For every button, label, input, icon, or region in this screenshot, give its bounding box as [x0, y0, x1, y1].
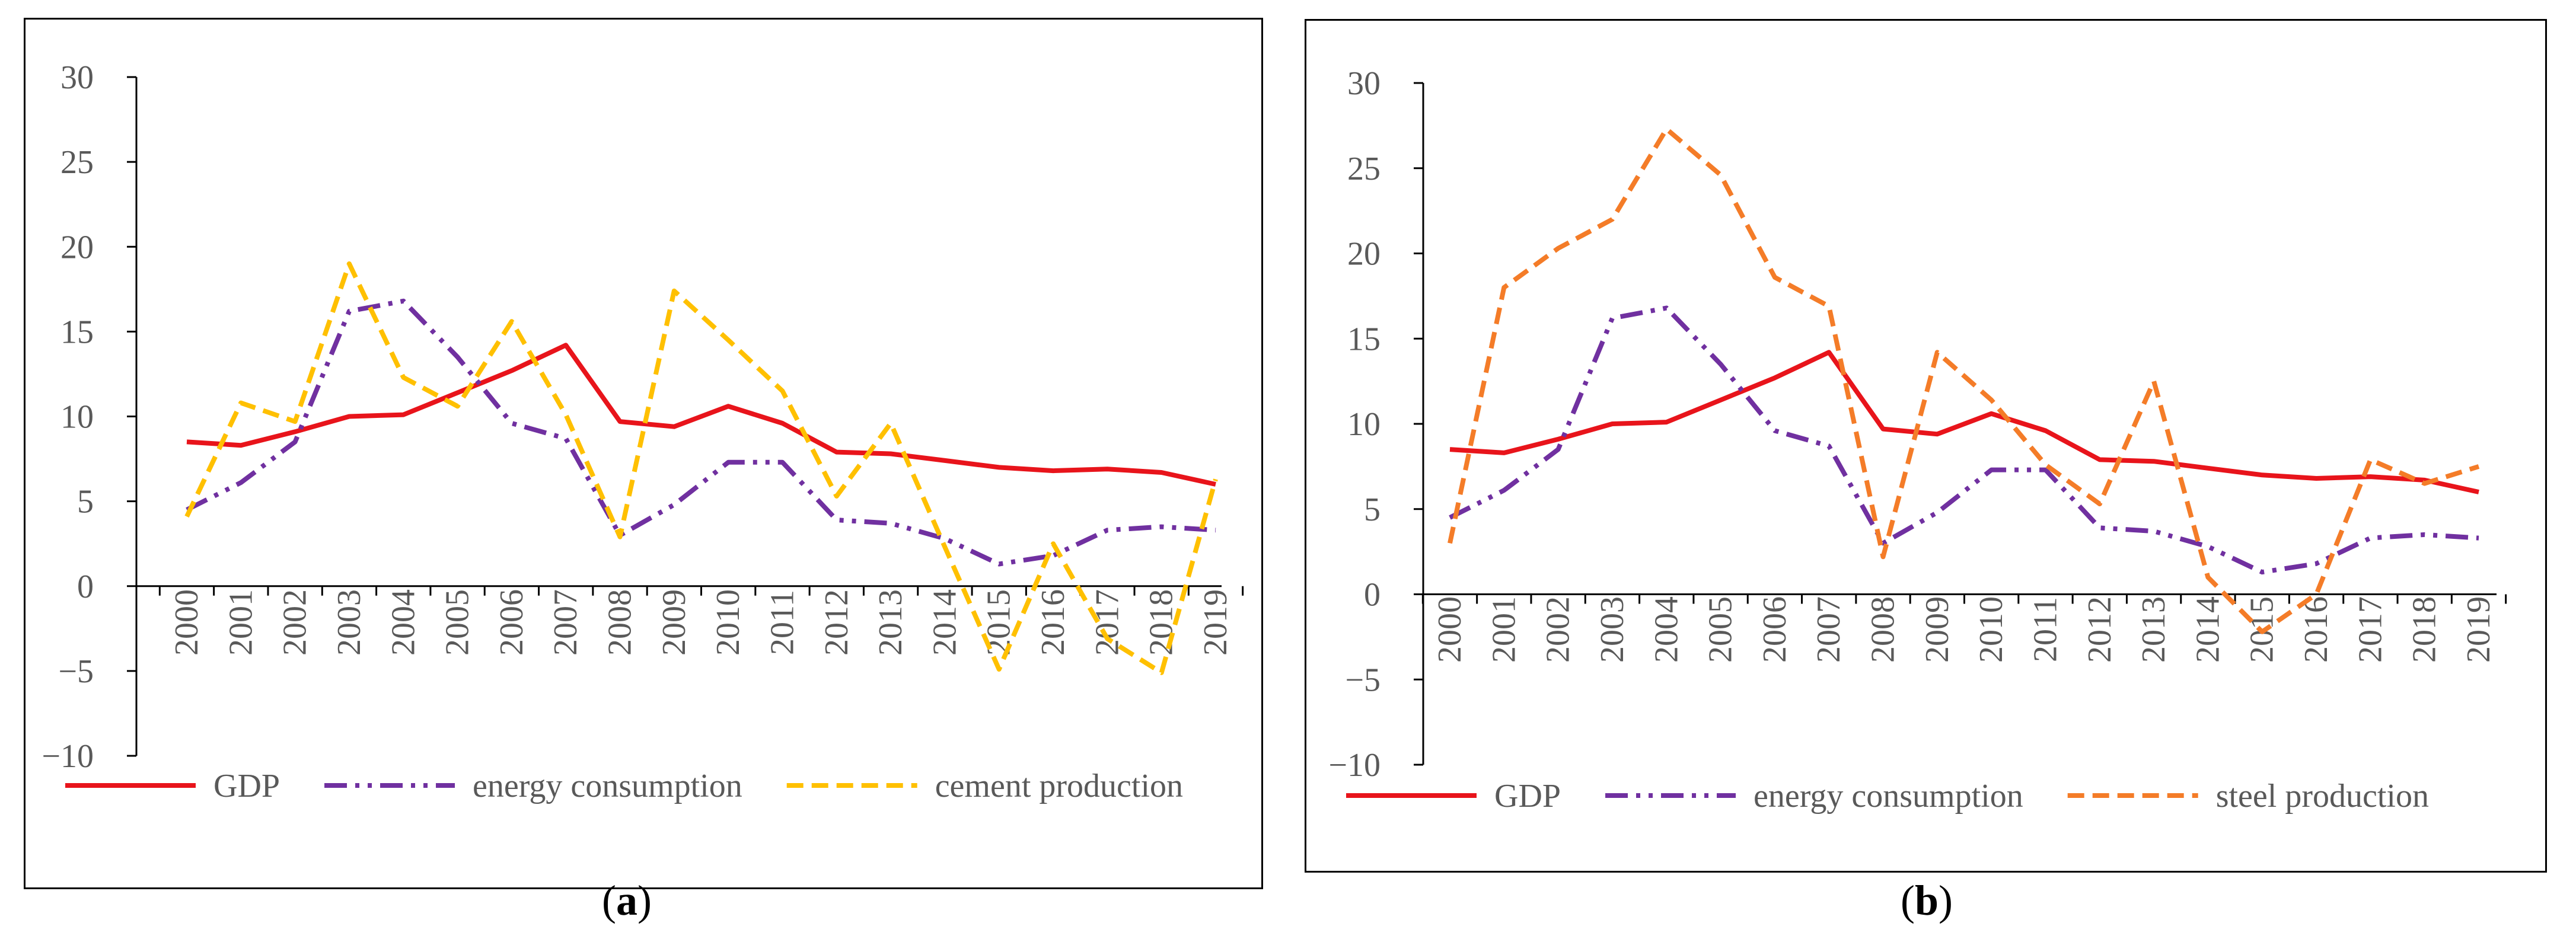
- legend-item: steel production: [2067, 778, 2429, 815]
- y-tick-label: 20: [60, 229, 94, 266]
- x-tick-label: 2016: [1035, 589, 1072, 656]
- x-tick-label: 2010: [710, 589, 747, 656]
- caption-a: (a): [602, 877, 652, 924]
- x-tick-label: 2018: [2406, 596, 2443, 663]
- series-line-gdp: [186, 343, 1216, 487]
- legend: GDP energy consumption steel production: [1346, 778, 2429, 815]
- series-line-steel-production: [1448, 126, 2480, 634]
- legend-item: energy consumption: [324, 768, 742, 804]
- legend-label: energy consumption: [1754, 778, 2023, 815]
- y-tick-label: −10: [1328, 747, 1381, 784]
- x-tick-label: 2001: [1485, 596, 1522, 663]
- x-tick-label: 2014: [2189, 596, 2226, 663]
- x-tick-label: 2007: [1810, 596, 1847, 663]
- x-tick-label: 2002: [1540, 596, 1577, 663]
- x-tick-label: 2001: [222, 589, 259, 656]
- legend-label: cement production: [935, 768, 1183, 804]
- y-tick-label: 25: [1347, 151, 1381, 187]
- x-tick-label: 2004: [1648, 596, 1685, 663]
- x-tick-label: 2017: [2352, 596, 2389, 663]
- legend-label: GDP: [213, 768, 280, 804]
- legend-label: energy consumption: [473, 768, 742, 804]
- x-tick-label: 2004: [385, 589, 422, 656]
- y-tick-label: 10: [1347, 406, 1381, 443]
- chart-panel-a: 30 25 20 15 10 5 0 −5 −10 2000 2001 2002 2003 2004 200…: [24, 18, 1263, 889]
- legend-item: energy consumption: [1605, 778, 2023, 815]
- legend-item: cement production: [786, 768, 1183, 804]
- x-tick-label: 2006: [493, 589, 530, 656]
- x-tick-label: 2005: [439, 589, 476, 656]
- y-tick-label: 25: [60, 144, 94, 181]
- legend-label: GDP: [1494, 778, 1561, 815]
- x-tick-label: 2011: [2027, 597, 2064, 662]
- chart-frame: [24, 18, 1263, 889]
- chart-panel-b: 30 25 20 15 10 5 0 −5 −10 2000 2001 2002 2003 2004 200…: [1305, 19, 2547, 873]
- x-tick-label: 2003: [331, 589, 368, 656]
- series-line-cement-production: [184, 261, 1218, 675]
- y-tick-label: −10: [42, 738, 94, 775]
- series-line-energy-consumption: [1449, 305, 2479, 575]
- x-tick-label: 2011: [764, 590, 801, 655]
- x-tick-label: 2008: [602, 589, 639, 656]
- y-tick-label: 10: [60, 399, 94, 436]
- legend-label: steel production: [2216, 778, 2429, 815]
- y-tick-label: 0: [1364, 577, 1381, 614]
- x-tick-label: 2003: [1594, 596, 1631, 663]
- x-tick-label: 2006: [1756, 596, 1793, 663]
- legend-item: GDP: [65, 768, 280, 804]
- x-tick-label: 2000: [168, 589, 205, 656]
- x-tick-label: 2019: [1197, 589, 1234, 656]
- y-tick-label: 15: [60, 314, 94, 350]
- chart-frame: [1305, 19, 2547, 873]
- x-tick-label: 2012: [2081, 596, 2118, 663]
- y-tick-label: 5: [77, 484, 94, 520]
- caption-b-letter: b: [1914, 877, 1939, 924]
- x-tick-label: 2017: [1089, 589, 1126, 656]
- x-tick-label: 2010: [1973, 596, 2010, 663]
- x-tick-label: 2012: [818, 589, 855, 656]
- y-tick-label: −5: [58, 653, 94, 690]
- x-tick-label: 2013: [872, 589, 909, 656]
- x-tick-label: 2019: [2460, 596, 2497, 663]
- y-tick-label: 30: [60, 59, 94, 96]
- y-tick-label: 0: [77, 568, 94, 605]
- x-tick-label: 2016: [2298, 596, 2335, 663]
- series-line-gdp: [1449, 350, 2479, 494]
- y-tick-label: 20: [1347, 236, 1381, 273]
- legend-item: GDP: [1346, 778, 1561, 815]
- x-tick-label: 2005: [1703, 596, 1739, 663]
- x-tick-label: 2014: [926, 589, 963, 656]
- series-line-energy-consumption: [186, 298, 1216, 567]
- x-tick-label: 2008: [1865, 596, 1902, 663]
- x-tick-label: 2000: [1432, 596, 1468, 663]
- legend: GDP energy consumption cement production: [65, 768, 1183, 804]
- x-tick-label: 2009: [1919, 596, 1956, 663]
- x-tick-label: 2002: [277, 589, 314, 656]
- x-tick-label: 2007: [547, 589, 584, 656]
- x-tick-label: 2009: [656, 589, 693, 656]
- caption-a-letter: a: [616, 877, 637, 924]
- x-tick-label: 2013: [2135, 596, 2172, 663]
- y-tick-label: 5: [1364, 491, 1381, 528]
- caption-b: (b): [1901, 877, 1953, 924]
- y-tick-label: 30: [1347, 65, 1381, 102]
- y-tick-label: −5: [1345, 662, 1381, 698]
- y-tick-label: 15: [1347, 321, 1381, 357]
